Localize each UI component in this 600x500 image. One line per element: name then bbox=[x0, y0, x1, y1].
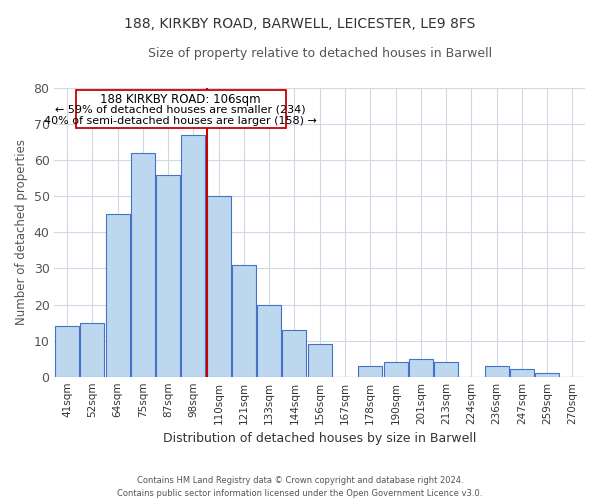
Bar bbox=[409, 358, 433, 376]
Text: 40% of semi-detached houses are larger (158) →: 40% of semi-detached houses are larger (… bbox=[44, 116, 317, 126]
Bar bbox=[55, 326, 79, 376]
Bar bbox=[106, 214, 130, 376]
Bar bbox=[257, 304, 281, 376]
Bar bbox=[485, 366, 509, 376]
Bar bbox=[383, 362, 407, 376]
Bar bbox=[283, 330, 307, 376]
Text: Contains HM Land Registry data © Crown copyright and database right 2024.
Contai: Contains HM Land Registry data © Crown c… bbox=[118, 476, 482, 498]
Bar bbox=[308, 344, 332, 376]
Bar bbox=[434, 362, 458, 376]
FancyBboxPatch shape bbox=[76, 90, 286, 128]
Bar bbox=[131, 153, 155, 376]
Bar bbox=[80, 322, 104, 376]
Bar bbox=[510, 370, 534, 376]
Y-axis label: Number of detached properties: Number of detached properties bbox=[15, 140, 28, 326]
Text: 188, KIRKBY ROAD, BARWELL, LEICESTER, LE9 8FS: 188, KIRKBY ROAD, BARWELL, LEICESTER, LE… bbox=[124, 18, 476, 32]
X-axis label: Distribution of detached houses by size in Barwell: Distribution of detached houses by size … bbox=[163, 432, 476, 445]
Bar bbox=[358, 366, 382, 376]
Text: 188 KIRKBY ROAD: 106sqm: 188 KIRKBY ROAD: 106sqm bbox=[100, 94, 261, 106]
Text: ← 59% of detached houses are smaller (234): ← 59% of detached houses are smaller (23… bbox=[55, 104, 306, 115]
Bar bbox=[156, 174, 180, 376]
Bar bbox=[181, 135, 205, 376]
Bar bbox=[535, 373, 559, 376]
Bar bbox=[232, 265, 256, 376]
Bar bbox=[206, 196, 230, 376]
Title: Size of property relative to detached houses in Barwell: Size of property relative to detached ho… bbox=[148, 48, 492, 60]
